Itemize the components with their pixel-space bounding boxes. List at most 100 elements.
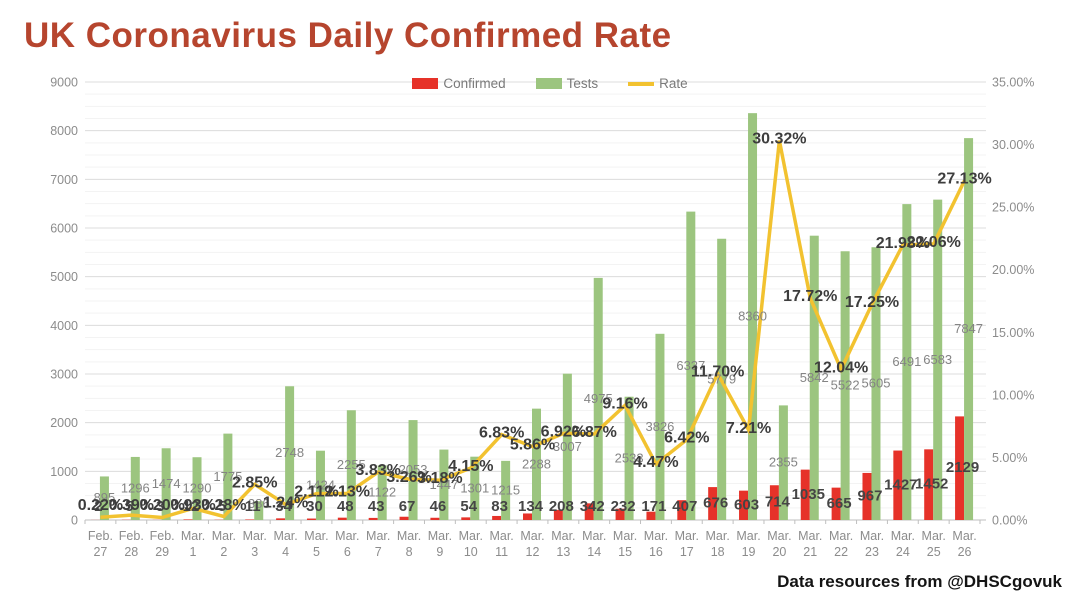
rate-point-label: 0.93% [170,497,215,514]
x-axis-label-day: 11 [495,545,508,559]
tests-bar [315,450,325,520]
tests-bar [840,251,850,520]
x-axis-label-month: Mar. [860,529,884,543]
x-axis-label-day: 20 [772,545,786,559]
confirmed-bar [276,518,286,520]
rate-point-label: 7.21% [726,420,771,437]
tests-bar [377,465,387,520]
x-axis-label-month: Mar. [829,529,853,543]
rate-point-label: 2.13% [325,483,370,500]
tests-value-label: 6491 [892,354,921,369]
rate-line [100,140,967,520]
rate-point-label: 3.18% [417,470,462,487]
tests-value-label: 5842 [800,370,829,385]
x-axis-label-day: 29 [155,545,169,559]
x-axis-label-day: 7 [375,545,382,559]
tests-value-label: 6583 [923,352,952,367]
confirmed-value-label: 12 [183,498,200,515]
confirmed-value-label: 1035 [792,486,825,503]
x-axis-label-month: Feb. [119,529,144,543]
confirmed-value-label: 676 [703,495,728,512]
x-axis-label-day: 12 [526,545,540,559]
x-axis-label-month: Mar. [397,529,421,543]
tests-value-label: 7847 [954,321,983,336]
rate-point-label: 0.39% [109,497,154,514]
data-source-credit: Data resources from @DHSCgovuk [777,572,1062,591]
confirmed-value-label: 43 [368,498,385,515]
confirmed-bar [769,485,779,520]
x-axis-label-month: Mar. [644,529,668,543]
x-axis-label-day: 9 [436,545,443,559]
confirmed-value-label: 83 [491,498,508,515]
rate-point-label: 17.25% [845,294,899,311]
confirmed-value-label: 2129 [946,459,979,476]
confirmed-bar [183,519,193,520]
tests-value-label: 4975 [584,391,613,406]
x-axis-label-month: Feb. [150,529,175,543]
tests-bar [346,410,356,520]
legend-item-tests: Tests [535,76,598,91]
x-axis-label-day: 2 [220,545,227,559]
x-axis-label-month: Mar. [706,529,730,543]
x-axis-label-month: Mar. [798,529,822,543]
confirmed-value-label: 232 [611,498,636,515]
x-axis-label-month: Mar. [459,529,483,543]
x-axis-label-day: 22 [834,545,848,559]
x-axis-label-month: Mar. [243,529,267,543]
rate-point-label: 6.92% [541,423,586,440]
x-axis-label-day: 21 [803,545,817,559]
tests-value-label: 1775 [213,469,242,484]
y-axis-label-left: 4000 [50,319,78,333]
x-axis-label-month: Mar. [335,529,359,543]
confirmed-bar [677,500,687,520]
y-axis-label-right: 5.00% [992,451,1027,465]
tests-value-label: 1122 [368,485,396,500]
tests-bar [192,457,202,520]
tests-bar [130,456,140,520]
confirmed-value-label: 714 [765,494,791,511]
confirmed-value-label: 5 [218,498,226,515]
tests-value-label: 8360 [738,309,767,324]
x-axis-label-month: Mar. [520,529,544,543]
x-axis-label-day: 17 [680,545,694,559]
confirmed-value-label: 208 [549,498,574,515]
tests-bar [439,449,449,520]
rate-point-label: 22.06% [907,234,961,251]
tests-value-label: 2355 [769,455,798,470]
tests-value-label: 1290 [183,481,212,496]
confirmed-bar [831,487,841,520]
rate-point-label: 6.87% [572,424,617,441]
rate-point-label: 9.16% [602,395,647,412]
confirmed-bar [862,472,872,520]
tests-bar [285,386,295,520]
tests-bar [223,433,233,520]
confirmed-bar [368,517,378,520]
x-axis-label-day: 25 [927,545,941,559]
rate-point-label: 4.47% [633,454,678,471]
rate-point-label: 6.42% [664,430,709,447]
confirmed-value-label: 3 [156,498,164,515]
x-axis-label-month: Mar. [304,529,328,543]
tests-value-label: 2053 [399,462,428,477]
tests-bar [254,501,264,520]
tests-value-label: 386 [248,496,270,511]
rate-point-label: 27.13% [937,170,991,187]
confirmed-value-label: 2 [94,498,102,515]
tests-bar [809,235,819,520]
rate-point-label: 1.24% [263,494,308,511]
rate-point-label: 0.28% [201,497,246,514]
rate-point-label: 5.86% [510,437,555,454]
confirmed-bar [245,519,255,520]
y-axis-label-left: 2000 [50,416,78,430]
x-axis-label-month: Mar. [551,529,575,543]
tests-bar [902,204,912,520]
tests-value-label: 1296 [121,480,150,495]
tests-swatch-icon [535,78,562,89]
tests-value-label: 1215 [491,482,520,497]
rate-point-label: 30.32% [752,131,806,148]
rate-point-label: 3.26% [386,469,431,486]
tests-bar [624,396,634,520]
confirmed-swatch-icon [412,78,439,89]
